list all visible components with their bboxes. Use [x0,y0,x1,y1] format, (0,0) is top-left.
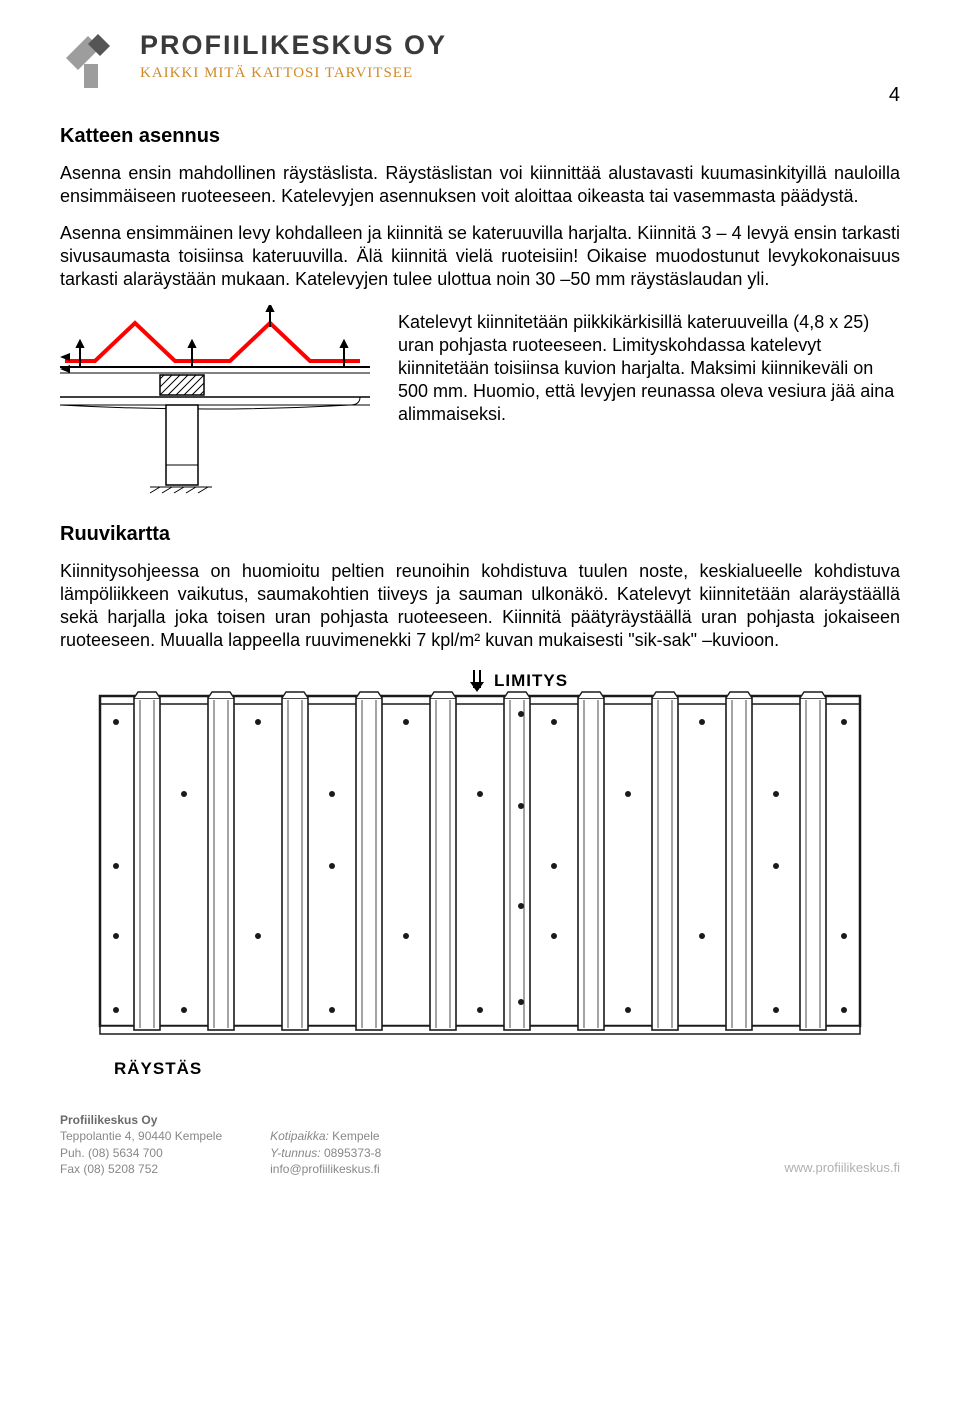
para-asennus-1: Asenna ensin mahdollinen räystäslista. R… [60,162,900,208]
para-ruuvikartta-1: Kiinnitysohjeessa on huomioitu peltien r… [60,560,900,652]
footer-ytunnus: Y-tunnus: 0895373-8 [270,1145,381,1161]
footer-website: www.profiilikeskus.fi [784,1159,900,1177]
page-footer: Profiilikeskus Oy Teppolantie 4, 90440 K… [60,1112,900,1177]
figure-caption: Katelevyt kiinnitetään piikkikärkisillä … [398,305,900,426]
screw-map-diagram: LIMITYS RÄYSTÄS [60,666,900,1086]
tagline: KAIKKI MITÄ KATTOSI TARVITSEE [140,65,447,82]
logo-icon [60,28,122,90]
diagram-top-label: LIMITYS [494,671,568,690]
company-name: PROFIILIKESKUS OY [140,30,447,61]
footer-phone: Puh. (08) 5634 700 [60,1145,222,1161]
footer-kotipaikka: Kotipaikka: Kempele [270,1128,381,1144]
diagram-bottom-label: RÄYSTÄS [114,1059,202,1078]
section-title-asennus: Katteen asennus [60,125,900,148]
profile-figure-row: Katelevyt kiinnitetään piikkikärkisillä … [60,305,900,505]
footer-address: Teppolantie 4, 90440 Kempele [60,1128,222,1144]
para-asennus-2: Asenna ensimmäinen levy kohdalleen ja ki… [60,222,900,291]
footer-email: info@profiilikeskus.fi [270,1161,381,1177]
page-number: 4 [60,84,900,107]
page-header: PROFIILIKESKUS OY KAIKKI MITÄ KATTOSI TA… [60,28,900,90]
footer-fax: Fax (08) 5208 752 [60,1161,222,1177]
footer-company: Profiilikeskus Oy [60,1112,222,1128]
section-title-ruuvikartta: Ruuvikartta [60,523,900,546]
profile-cross-section-icon [60,305,370,505]
